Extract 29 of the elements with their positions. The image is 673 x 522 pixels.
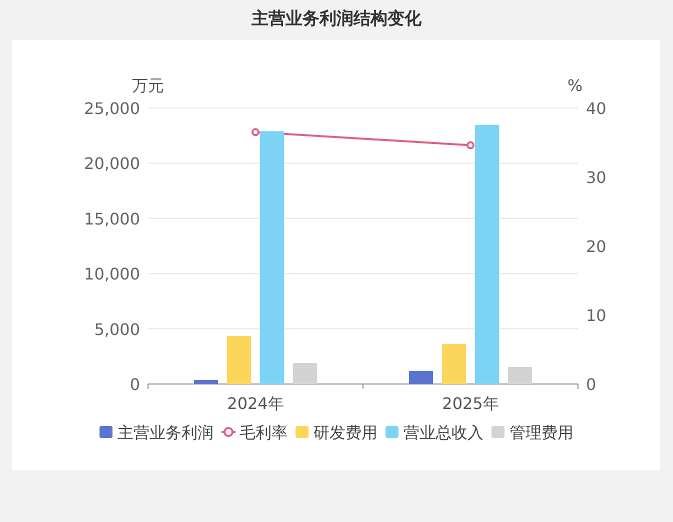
bar: [260, 131, 284, 384]
x-tick-label: 2025年: [442, 394, 499, 413]
y2-axis-title: %: [567, 76, 583, 95]
y-tick-label: 25,000: [84, 99, 140, 118]
legend-label: 主营业务利润: [118, 423, 214, 442]
bar: [227, 336, 251, 384]
bar: [442, 344, 466, 384]
y2-tick-label: 40: [586, 99, 606, 118]
y2-tick-label: 30: [586, 168, 606, 187]
bar: [475, 125, 499, 384]
bar: [508, 367, 532, 384]
y-axis-title: 万元: [132, 76, 164, 95]
y-tick-label: 10,000: [84, 264, 140, 284]
y-tick-label: 20,000: [84, 154, 140, 174]
legend-label: 毛利率: [240, 423, 288, 442]
y-tick-label: 0: [130, 375, 140, 394]
bar: [293, 363, 317, 384]
y-tick-label: 5,000: [94, 320, 140, 339]
legend-label: 研发费用: [314, 423, 378, 442]
bar: [409, 370, 433, 384]
y2-tick-label: 0: [586, 375, 596, 394]
x-tick-label: 2024年: [227, 394, 284, 413]
legend-label: 营业总收入: [404, 423, 484, 442]
y-tick-label: 15,000: [84, 209, 140, 228]
chart-title: 主营业务利润结构变化: [250, 9, 422, 29]
legend-label: 管理费用: [510, 423, 574, 442]
y2-tick-label: 20: [586, 237, 606, 256]
y2-tick-label: 10: [586, 306, 606, 325]
bar: [194, 380, 218, 384]
